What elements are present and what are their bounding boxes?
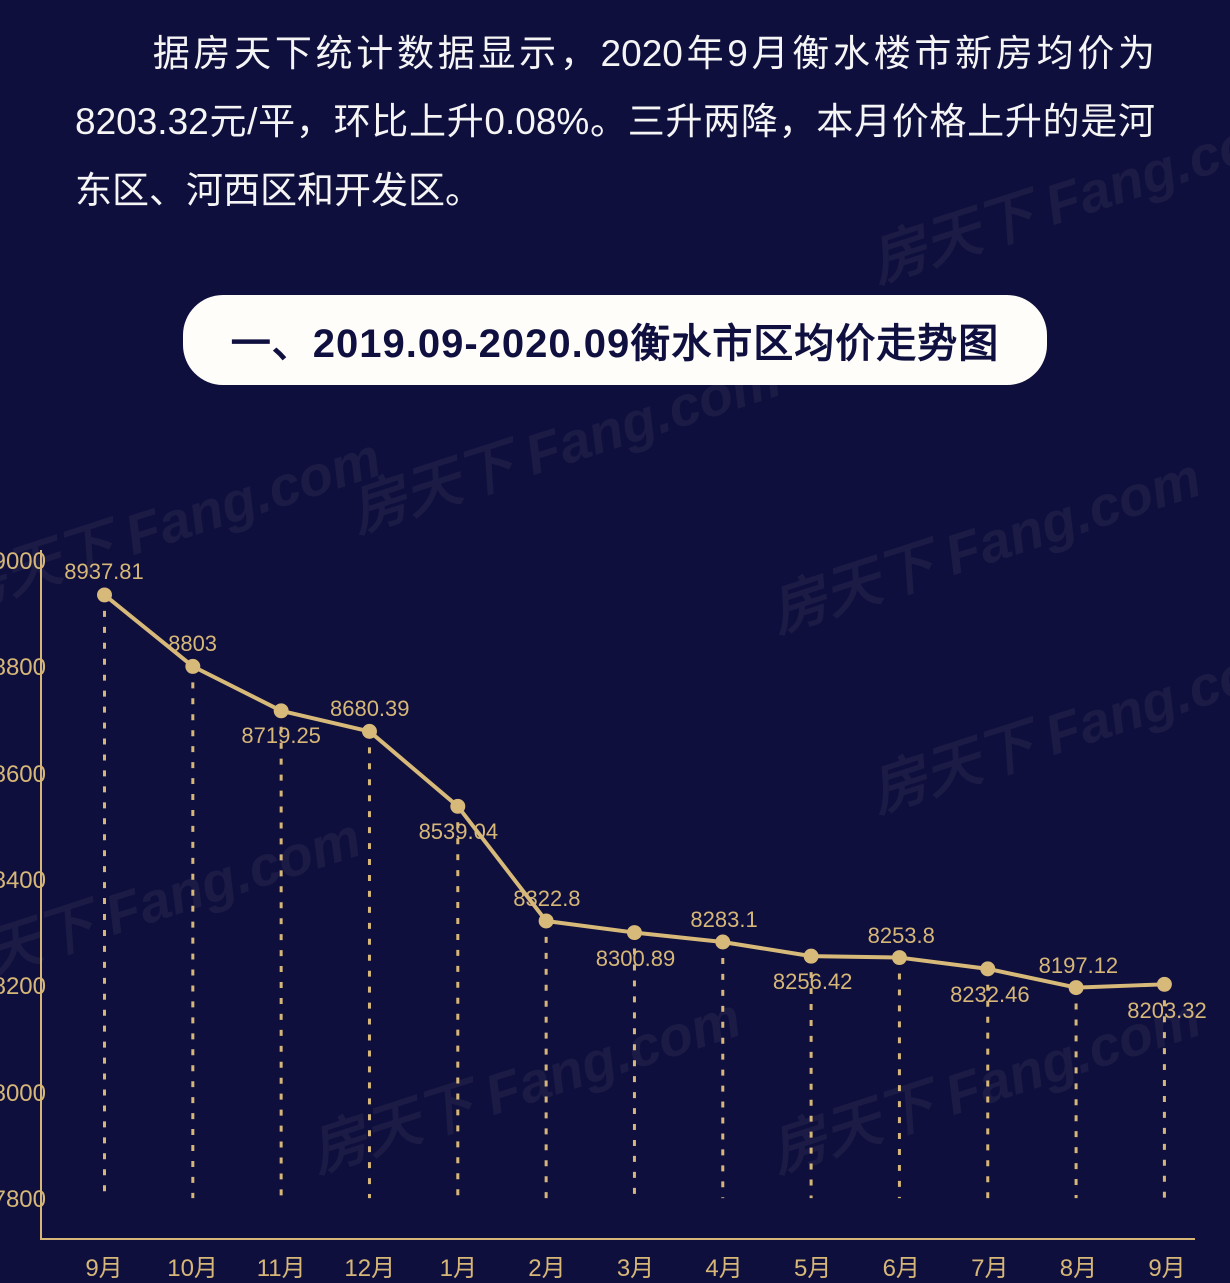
y-tick-label: 8400	[0, 867, 46, 895]
section-title-container: 一、2019.09-2020.09衡水市区均价走势图	[115, 295, 1115, 385]
point-value-label: 8256.42	[773, 969, 853, 995]
point-value-label: 8937.81	[64, 559, 144, 585]
point-value-label: 8232.46	[950, 982, 1030, 1008]
x-tick-label: 2月	[528, 1248, 565, 1283]
point-value-label: 8719.25	[241, 723, 321, 749]
point-value-label: 8253.8	[868, 923, 935, 949]
section-title: 一、2019.09-2020.09衡水市区均价走势图	[183, 295, 1048, 385]
y-tick-label: 8000	[0, 1080, 46, 1108]
point-value-label: 8803	[168, 631, 217, 657]
x-tick-label: 1月	[440, 1248, 477, 1283]
x-tick-label: 9月	[85, 1248, 122, 1283]
x-tick-label: 7月	[971, 1248, 1008, 1283]
point-value-label: 8300.89	[596, 946, 676, 972]
point-value-label: 8283.1	[690, 907, 757, 933]
x-tick-label: 4月	[705, 1248, 742, 1283]
intro-text: 据房天下统计数据显示，2020年9月衡水楼市新房均价为8203.32元/平，环比…	[75, 33, 1155, 211]
x-tick-label: 12月	[344, 1248, 395, 1283]
x-tick-label: 9月	[1148, 1248, 1185, 1283]
point-value-label: 8539.04	[419, 819, 499, 845]
y-tick-label: 8200	[0, 973, 46, 1001]
y-tick-label: 7800	[0, 1186, 46, 1214]
x-tick-label: 5月	[794, 1248, 831, 1283]
point-value-label: 8197.12	[1039, 953, 1119, 979]
x-tick-label: 11月	[257, 1248, 306, 1283]
x-tick-label: 8月	[1060, 1248, 1097, 1283]
y-tick-label: 8600	[0, 761, 46, 789]
y-tick-label: 9000	[0, 548, 46, 576]
point-value-label: 8680.39	[330, 696, 410, 722]
intro-paragraph: 据房天下统计数据显示，2020年9月衡水楼市新房均价为8203.32元/平，环比…	[0, 0, 1230, 225]
y-tick-label: 8800	[0, 654, 46, 682]
x-tick-label: 6月	[883, 1248, 920, 1283]
point-value-label: 8322.8	[513, 886, 580, 912]
x-tick-label: 3月	[617, 1248, 654, 1283]
x-tick-label: 10月	[167, 1248, 218, 1283]
point-value-label: 8203.32	[1127, 998, 1207, 1024]
price-trend-chart: 78008000820084008600880090009月10月11月12月1…	[40, 550, 1195, 1240]
